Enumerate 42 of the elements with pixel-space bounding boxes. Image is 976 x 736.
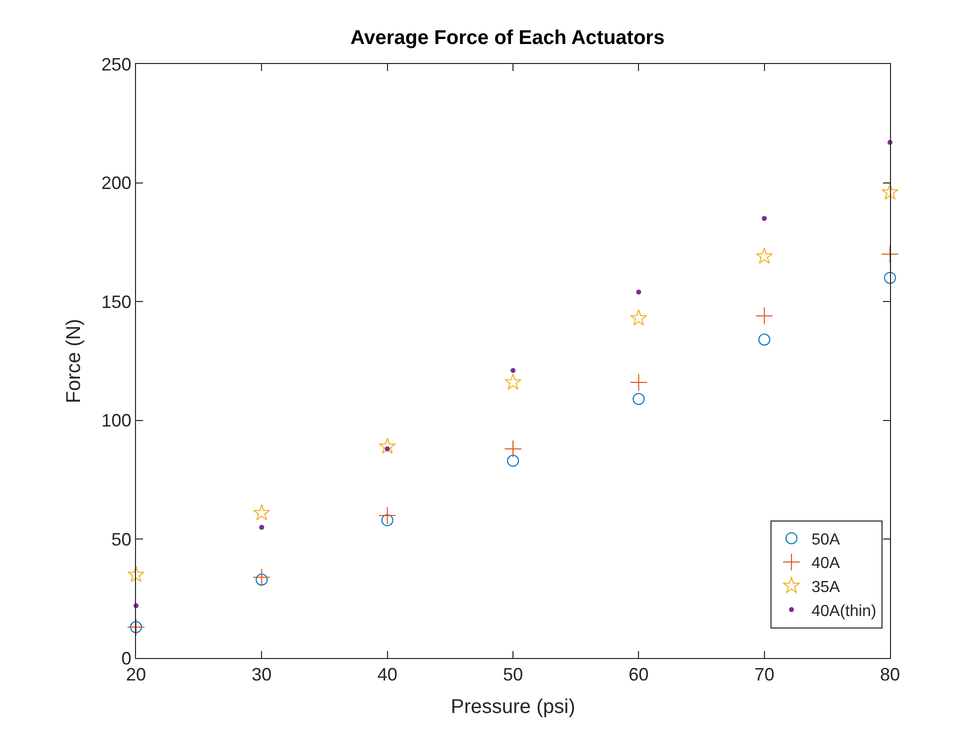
x-tick-label: 40 xyxy=(377,664,398,685)
point xyxy=(632,393,645,406)
legend-label: 35A xyxy=(811,579,840,596)
point xyxy=(758,334,770,346)
point xyxy=(259,524,264,530)
point xyxy=(756,248,773,264)
point xyxy=(882,183,898,200)
point xyxy=(630,373,648,392)
chart-title: Average Force of Each Actuators xyxy=(350,27,665,49)
y-tick-label: 50 xyxy=(111,530,132,550)
y-axis-title: Force (N) xyxy=(62,318,85,404)
x-tick-label: 30 xyxy=(252,664,272,685)
point xyxy=(128,566,144,582)
point xyxy=(256,574,268,586)
point xyxy=(378,438,396,454)
y-tick-label: 100 xyxy=(101,410,132,431)
y-tick-label: 150 xyxy=(101,292,132,312)
point xyxy=(252,568,271,586)
x-tick-label: 50 xyxy=(502,664,524,685)
legend-label: 40A(thin) xyxy=(811,602,876,620)
point xyxy=(507,454,519,467)
point xyxy=(636,290,642,295)
legend-label: 50A xyxy=(811,531,840,548)
point xyxy=(630,309,648,326)
point xyxy=(504,440,522,458)
x-tick-label: 70 xyxy=(754,664,774,685)
point xyxy=(881,245,899,263)
point xyxy=(762,216,767,221)
y-tick-label: 200 xyxy=(101,173,132,194)
point xyxy=(510,368,516,373)
point xyxy=(130,621,142,634)
point xyxy=(504,373,522,390)
x-axis-title: Pressure (psi) xyxy=(450,696,576,718)
point xyxy=(127,618,145,636)
x-tick-label: 60 xyxy=(628,664,649,685)
x-tick-label: 80 xyxy=(880,664,900,685)
point xyxy=(755,306,774,325)
point xyxy=(884,272,896,284)
y-tick-label: 250 xyxy=(101,54,132,74)
point xyxy=(378,506,396,524)
point xyxy=(381,514,394,526)
point xyxy=(253,504,270,520)
